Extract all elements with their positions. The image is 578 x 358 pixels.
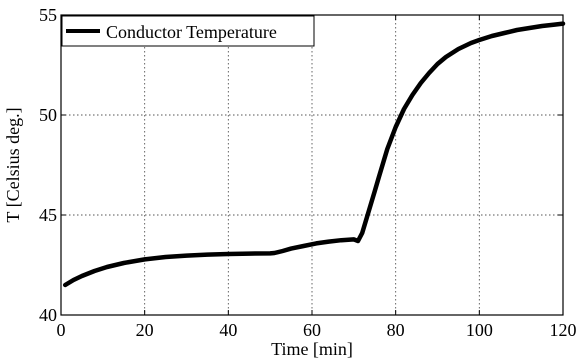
legend-box	[61, 15, 315, 47]
y-tick-label: 45	[39, 205, 57, 225]
y-tick-label: 50	[39, 105, 57, 125]
series-line-conductor-temperature	[62, 21, 566, 288]
x-tick-label: 60	[303, 320, 321, 340]
x-tick-label: 100	[466, 320, 493, 340]
x-axis-label: Time [min]	[271, 339, 353, 358]
y-axis-label: T [Celsius deg.]	[3, 107, 23, 222]
y-tick-label: 40	[39, 305, 57, 325]
series-layer	[62, 21, 566, 288]
x-tick-label: 80	[387, 320, 405, 340]
legend: Conductor Temperature	[61, 15, 315, 47]
y-tick-label: 55	[39, 5, 57, 25]
x-tick-label: 20	[136, 320, 154, 340]
tick-labels: 0 20 40 60 80 100 120 40 45 50 55	[39, 5, 577, 340]
legend-label: Conductor Temperature	[106, 22, 277, 42]
grid-lines	[61, 15, 563, 315]
x-tick-label: 120	[550, 320, 577, 340]
x-tick-label: 0	[57, 320, 66, 340]
x-tick-label: 40	[219, 320, 237, 340]
